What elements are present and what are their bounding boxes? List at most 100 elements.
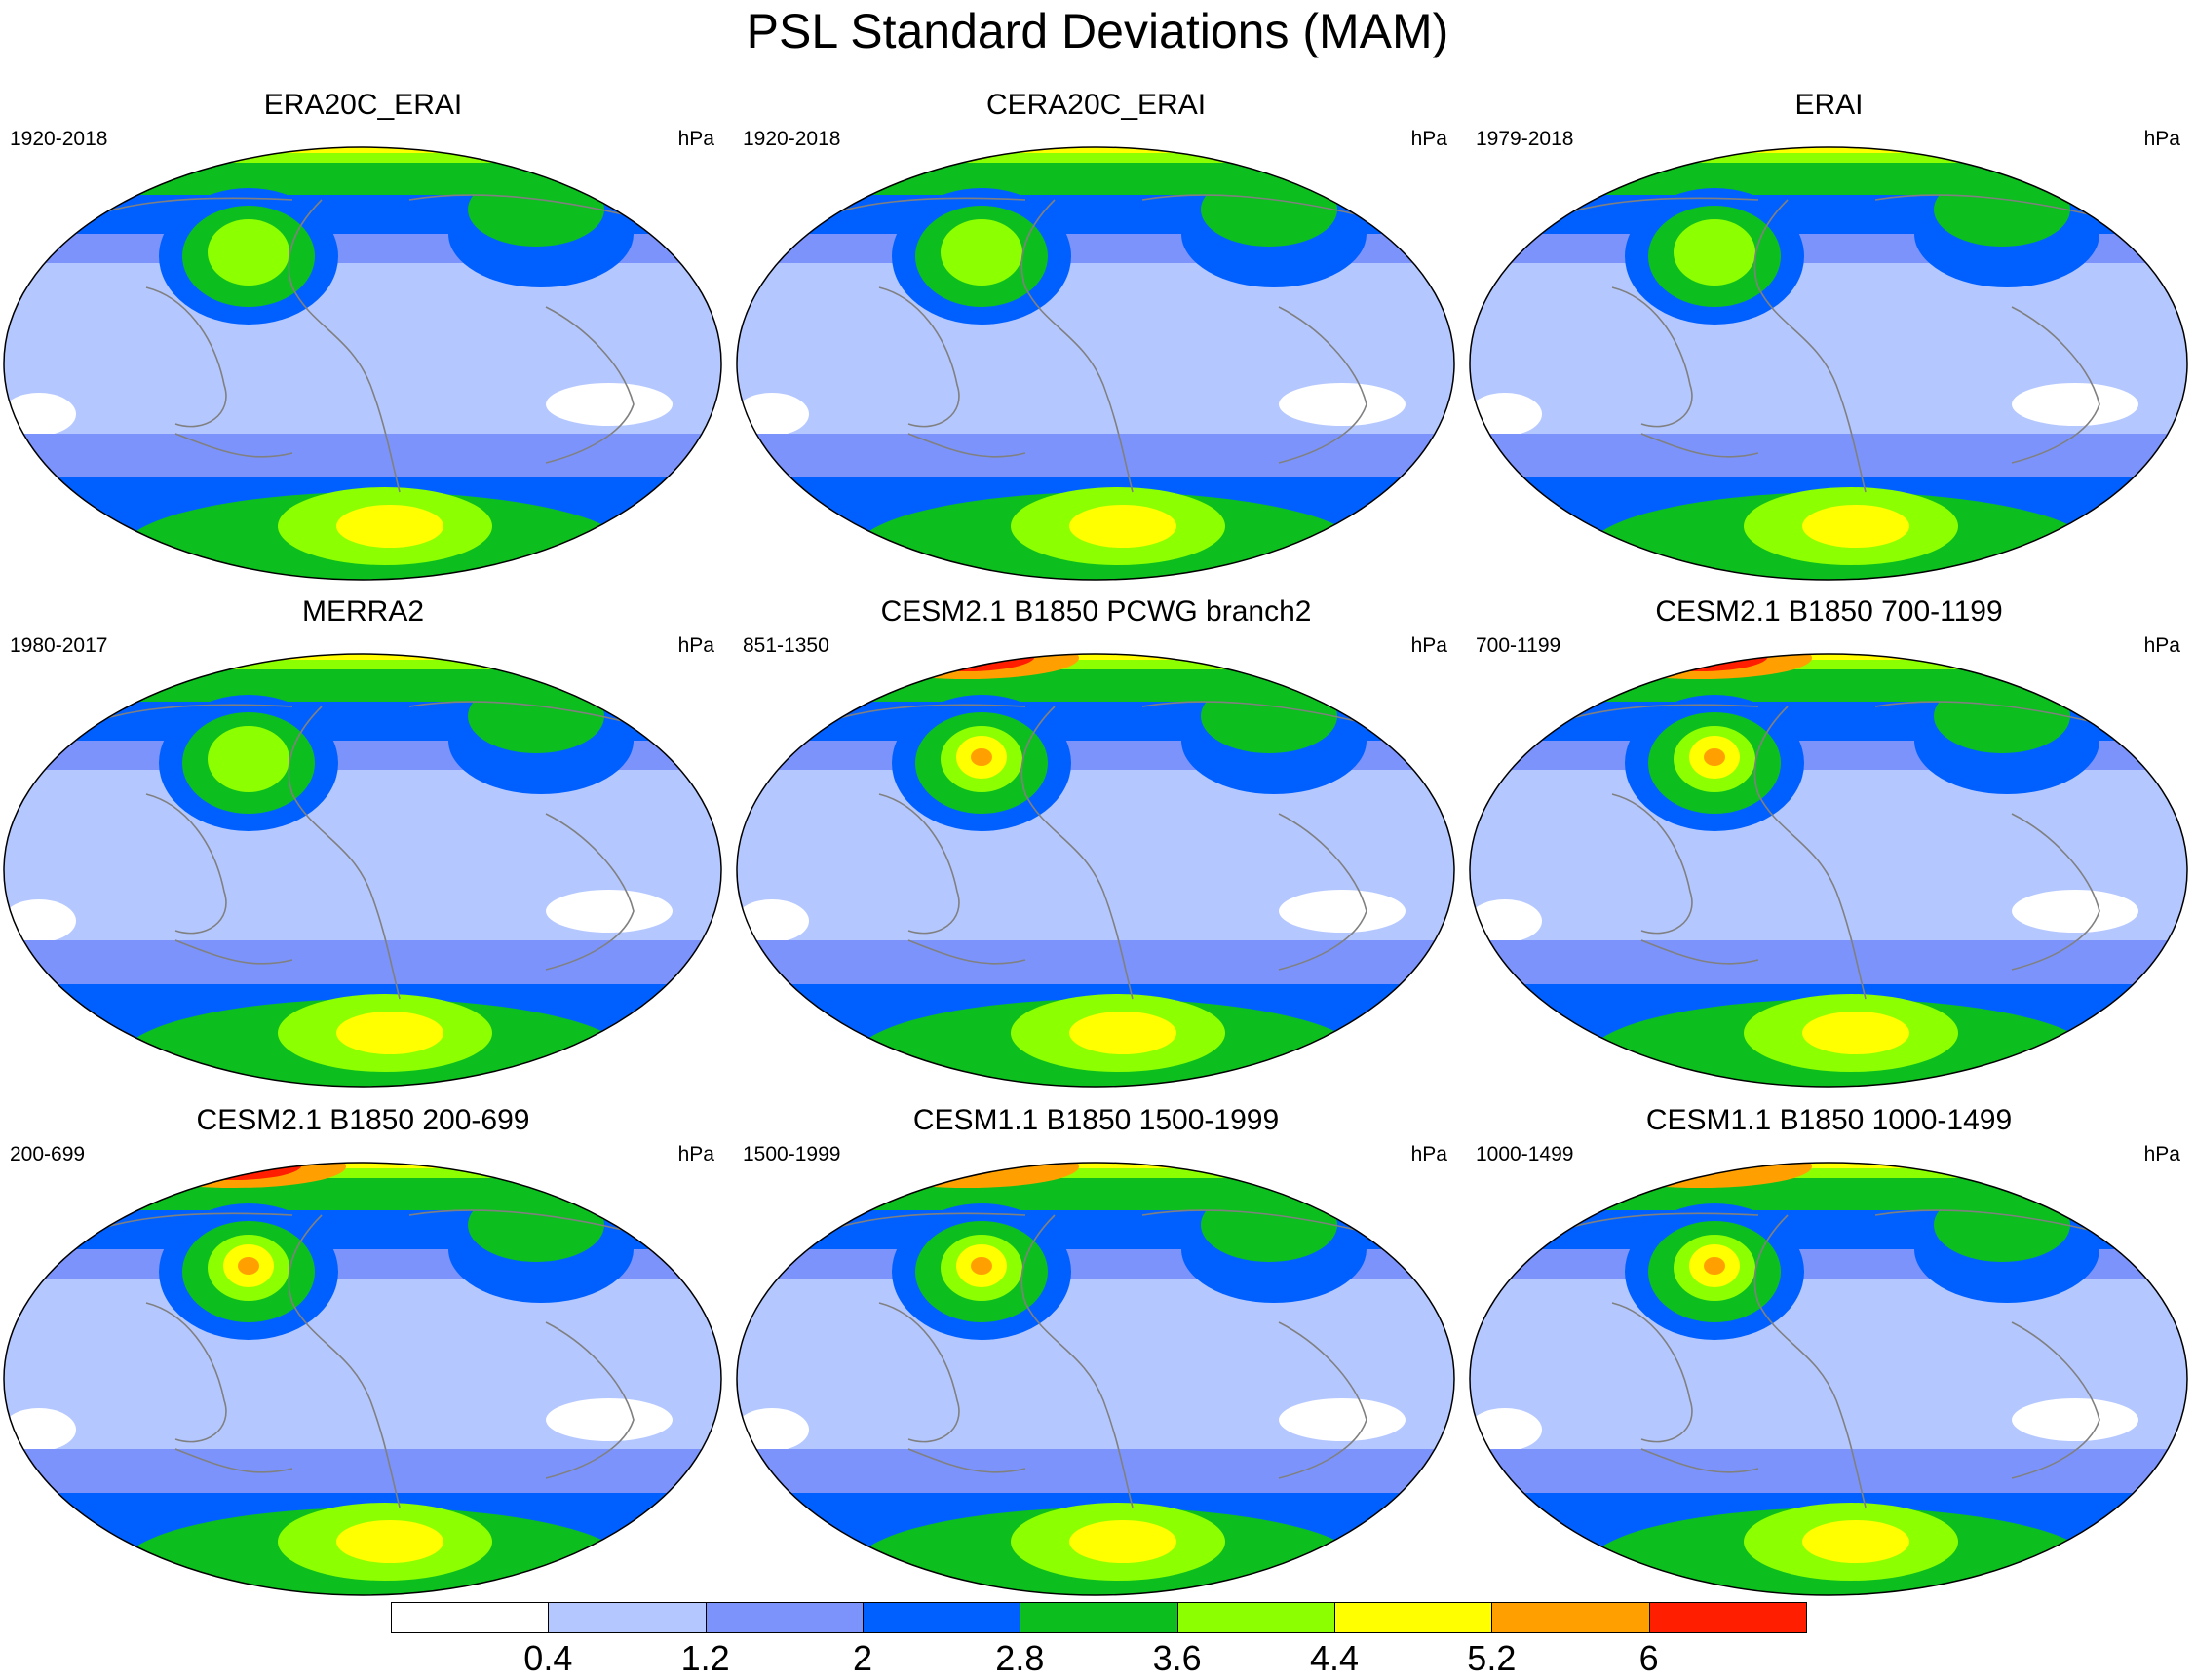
contour-band [1069, 1012, 1176, 1054]
colorbar-label: 6 [1638, 1638, 1659, 1678]
chart-title: PSL Standard Deviations (MAM) [746, 4, 1449, 58]
map-plot [3, 1162, 722, 1596]
map-plot [3, 146, 722, 581]
panel-period: 1979-2018 [1476, 128, 1574, 150]
contour-band [1934, 1188, 2070, 1262]
contour-band [468, 172, 604, 247]
panel-period: 1500-1999 [743, 1143, 841, 1165]
contour-band [468, 1188, 604, 1262]
coastline [145, 1302, 227, 1443]
contour-band [1069, 1520, 1176, 1563]
panel-units: hPa [1410, 634, 1447, 657]
panel-units: hPa [677, 1143, 714, 1165]
coastline [545, 1321, 635, 1479]
map-plot [1469, 1162, 2188, 1596]
panel-title: ERA20C_ERAI [263, 89, 463, 121]
panel-title: CESM1.1 B1850 1500-1999 [912, 1104, 1280, 1136]
contour-band [208, 726, 289, 792]
map-border [736, 1162, 1455, 1596]
contour-band [971, 1257, 992, 1275]
panel-units: hPa [677, 128, 714, 150]
coastline [907, 939, 1026, 965]
panel-units: hPa [677, 634, 714, 657]
contour-band [1470, 899, 1542, 942]
coastline [1611, 1302, 1693, 1443]
colorbar-box [1176, 1602, 1335, 1633]
colorbar-box [1334, 1602, 1493, 1633]
panel-period: 851-1350 [743, 634, 829, 657]
panel-period: 700-1199 [1476, 634, 1561, 657]
contour-band [2012, 1398, 2138, 1441]
contour-band [737, 899, 809, 942]
contour-band [971, 748, 992, 766]
panel-title: ERAI [1794, 89, 1864, 121]
colorbar-label: 2.8 [995, 1638, 1045, 1678]
coastline [174, 433, 293, 458]
contour-band [2012, 890, 2138, 933]
contour-band [1934, 679, 2070, 753]
map-border [736, 653, 1455, 1088]
panel-title: CESM1.1 B1850 1000-1499 [1645, 1104, 2013, 1136]
contour-band [336, 1520, 443, 1563]
colorbar-label: 0.4 [523, 1638, 573, 1678]
panel-title: CESM2.1 B1850 700-1199 [1655, 595, 2003, 628]
contour-band [1674, 219, 1755, 286]
map-panel: CESM2.1 B1850 PCWG branch2 851-1350 hPa [733, 594, 1459, 1101]
map-border [3, 146, 722, 581]
contour-band [1069, 505, 1176, 548]
panel-units: hPa [2143, 128, 2180, 150]
map-panel: CESM2.1 B1850 200-699 200-699 hPa [0, 1103, 726, 1610]
contour-band [238, 1257, 259, 1275]
contour-band [1279, 1398, 1406, 1441]
colorbar-box [1020, 1602, 1178, 1633]
map-plot [3, 653, 722, 1088]
coastline [2011, 813, 2100, 971]
colorbar-box [1491, 1602, 1650, 1633]
map-plot [1469, 146, 2188, 581]
panel-title: CERA20C_ERAI [985, 89, 1207, 121]
map-panel: CESM1.1 B1850 1000-1499 1000-1499 hPa [1466, 1103, 2192, 1610]
map-panel: CESM1.1 B1850 1500-1999 1500-1999 hPa [733, 1103, 1459, 1610]
panel-units: hPa [1410, 128, 1447, 150]
coastline [545, 813, 635, 971]
contour-band [737, 1077, 1454, 1087]
map-plot [736, 146, 1455, 581]
map-plot [736, 1162, 1455, 1596]
contour-band [4, 1585, 721, 1595]
contour-band [468, 679, 604, 753]
coastline [1278, 1321, 1367, 1479]
coastline [1278, 813, 1367, 971]
contour-band [941, 219, 1022, 286]
map-border [3, 653, 722, 1088]
contour-band [1470, 570, 2187, 580]
contour-band [1934, 172, 2070, 247]
panel-title: MERRA2 [301, 595, 425, 628]
contour-band [1802, 505, 1909, 548]
contour-band [4, 899, 76, 942]
contour-band [2012, 383, 2138, 426]
panel-units: hPa [2143, 634, 2180, 657]
coastline [1611, 286, 1693, 428]
contour-band [4, 1077, 721, 1087]
map-panel: ERAI 1979-2018 hPa [1466, 88, 2192, 594]
coastline [907, 433, 1026, 458]
contour-band [1279, 890, 1406, 933]
coastline [288, 706, 401, 1000]
coastline [1020, 706, 1134, 1000]
coastline [1278, 306, 1367, 464]
coastline [907, 1448, 1026, 1473]
map-border [1469, 653, 2188, 1088]
coastline [1753, 199, 1867, 493]
coastline [878, 1302, 960, 1443]
contour-band [1279, 383, 1406, 426]
contour-band [737, 570, 1454, 580]
panel-period: 1920-2018 [10, 128, 108, 150]
coastline [1753, 1214, 1867, 1508]
coastline [1640, 939, 1759, 965]
panel-period: 1000-1499 [1476, 1143, 1574, 1165]
panel-period: 200-699 [10, 1143, 86, 1165]
contour-band [1470, 1077, 2187, 1087]
map-border [3, 1162, 722, 1596]
coastline [2011, 1321, 2100, 1479]
coastline [545, 306, 635, 464]
